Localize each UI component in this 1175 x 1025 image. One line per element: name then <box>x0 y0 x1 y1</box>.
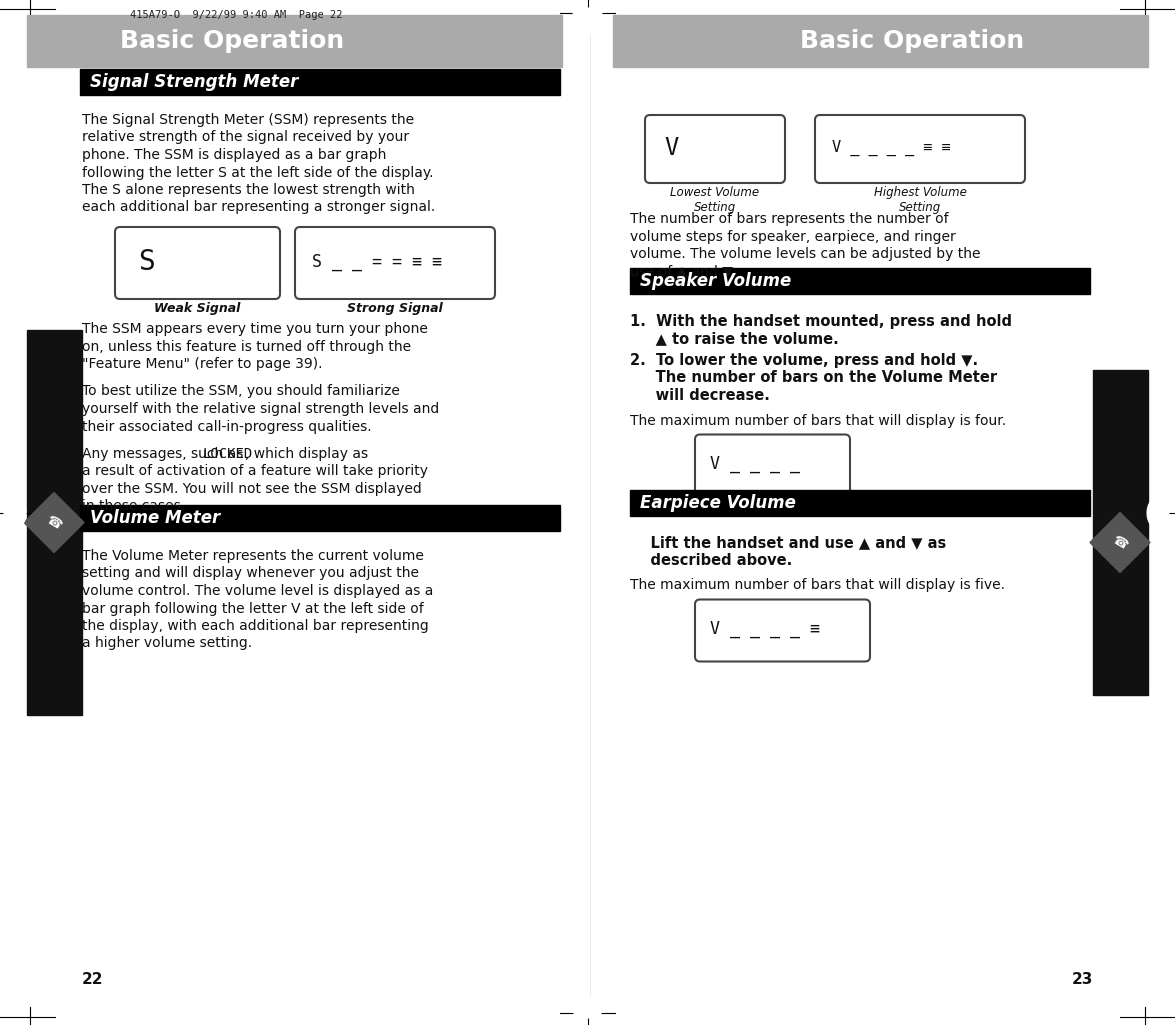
Text: Basic Operation: Basic Operation <box>800 29 1025 53</box>
Text: 1.  With the handset mounted, press and hold: 1. With the handset mounted, press and h… <box>630 314 1012 329</box>
Ellipse shape <box>571 8 604 28</box>
Text: The number of bars represents the number of: The number of bars represents the number… <box>630 212 948 226</box>
Text: Lift the handset and use ▲ and ▼ as: Lift the handset and use ▲ and ▼ as <box>630 535 946 550</box>
Polygon shape <box>24 492 83 552</box>
Text: over the SSM. You will not see the SSM displayed: over the SSM. You will not see the SSM d… <box>82 482 422 496</box>
Text: on, unless this feature is turned off through the: on, unless this feature is turned off th… <box>82 339 411 354</box>
Text: The maximum number of bars that will display is four.: The maximum number of bars that will dis… <box>630 413 1006 427</box>
Text: a higher volume setting.: a higher volume setting. <box>82 637 253 651</box>
Text: 22: 22 <box>82 972 103 987</box>
Text: the display, with each additional bar representing: the display, with each additional bar re… <box>82 619 429 633</box>
Bar <box>613 15 1148 67</box>
Text: V _ _ _ _ ≡ ≡: V _ _ _ _ ≡ ≡ <box>832 139 951 156</box>
Text: volume steps for speaker, earpiece, and ringer: volume steps for speaker, earpiece, and … <box>630 230 955 244</box>
Text: their associated call-in-progress qualities.: their associated call-in-progress qualit… <box>82 419 371 434</box>
Polygon shape <box>1090 512 1150 573</box>
Text: setting and will display whenever you adjust the: setting and will display whenever you ad… <box>82 567 419 580</box>
FancyBboxPatch shape <box>115 227 280 299</box>
Text: Lowest Volume
Setting: Lowest Volume Setting <box>671 186 759 214</box>
Text: ☎: ☎ <box>43 512 63 532</box>
Text: "Feature Menu" (refer to page 39).: "Feature Menu" (refer to page 39). <box>82 357 322 371</box>
Text: V _ _ _ _: V _ _ _ _ <box>710 455 800 474</box>
FancyBboxPatch shape <box>295 227 495 299</box>
Text: 2.  To lower the volume, press and hold ▼.: 2. To lower the volume, press and hold ▼… <box>630 353 978 368</box>
Text: V _ _ _ _ ≡: V _ _ _ _ ≡ <box>710 620 820 639</box>
Text: Earpiece Volume: Earpiece Volume <box>640 493 795 511</box>
Bar <box>630 490 1090 516</box>
FancyBboxPatch shape <box>694 435 850 496</box>
Text: described above.: described above. <box>630 554 792 568</box>
FancyBboxPatch shape <box>645 115 785 183</box>
Bar <box>1093 370 1148 695</box>
Text: The number of bars on the Volume Meter: The number of bars on the Volume Meter <box>630 370 998 385</box>
Text: Volume Meter: Volume Meter <box>90 509 220 527</box>
Text: ☎: ☎ <box>1110 533 1130 552</box>
Text: Basic Operation: Basic Operation <box>120 29 344 53</box>
Text: S _ _ = = ≡ ≡: S _ _ = = ≡ ≡ <box>313 253 442 271</box>
Text: each additional bar representing a stronger signal.: each additional bar representing a stron… <box>82 201 435 214</box>
Text: in these cases.: in these cases. <box>82 499 186 514</box>
Text: V: V <box>664 136 678 160</box>
Ellipse shape <box>4 497 26 529</box>
Text: yourself with the relative signal strength levels and: yourself with the relative signal streng… <box>82 402 439 416</box>
Text: relative strength of the signal received by your: relative strength of the signal received… <box>82 130 409 145</box>
FancyBboxPatch shape <box>694 600 870 661</box>
Text: 23: 23 <box>1072 972 1093 987</box>
Text: Speaker Volume: Speaker Volume <box>640 272 791 290</box>
Text: The Signal Strength Meter (SSM) represents the: The Signal Strength Meter (SSM) represen… <box>82 113 414 127</box>
Text: phone. The SSM is displayed as a bar graph: phone. The SSM is displayed as a bar gra… <box>82 148 387 162</box>
Text: , which display as: , which display as <box>246 447 368 461</box>
Ellipse shape <box>1147 497 1169 529</box>
Bar <box>630 268 1090 294</box>
Text: volume control. The volume level is displayed as a: volume control. The volume level is disp… <box>82 584 434 598</box>
Text: The S alone represents the lowest strength with: The S alone represents the lowest streng… <box>82 183 415 197</box>
Bar <box>80 505 560 531</box>
Text: Any messages, such as: Any messages, such as <box>82 447 248 461</box>
Text: Highest Volume
Setting: Highest Volume Setting <box>873 186 966 214</box>
Text: LOCKED: LOCKED <box>203 447 254 461</box>
Text: bar graph following the letter V at the left side of: bar graph following the letter V at the … <box>82 602 424 615</box>
Text: Weak Signal: Weak Signal <box>154 302 241 315</box>
Text: volume. The volume levels can be adjusted by the: volume. The volume levels can be adjuste… <box>630 247 980 261</box>
Text: 415A79-O  9/22/99 9:40 AM  Page 22: 415A79-O 9/22/99 9:40 AM Page 22 <box>130 10 342 20</box>
Text: ▲ to raise the volume.: ▲ to raise the volume. <box>630 331 839 346</box>
Ellipse shape <box>571 998 604 1018</box>
FancyBboxPatch shape <box>815 115 1025 183</box>
Text: following the letter S at the left side of the display.: following the letter S at the left side … <box>82 165 434 179</box>
Text: use of ▲ and ▼.: use of ▲ and ▼. <box>630 264 737 279</box>
Text: The Volume Meter represents the current volume: The Volume Meter represents the current … <box>82 549 424 563</box>
Bar <box>27 330 82 715</box>
Text: Signal Strength Meter: Signal Strength Meter <box>90 73 298 91</box>
Text: Strong Signal: Strong Signal <box>347 302 443 315</box>
Text: a result of activation of a feature will take priority: a result of activation of a feature will… <box>82 464 428 479</box>
Text: will decrease.: will decrease. <box>630 388 770 403</box>
Text: S: S <box>137 248 155 276</box>
Text: To best utilize the SSM, you should familiarize: To best utilize the SSM, you should fami… <box>82 384 400 399</box>
Bar <box>80 69 560 95</box>
Bar <box>27 15 562 67</box>
Text: The maximum number of bars that will display is five.: The maximum number of bars that will dis… <box>630 578 1005 592</box>
Text: The SSM appears every time you turn your phone: The SSM appears every time you turn your… <box>82 322 428 336</box>
